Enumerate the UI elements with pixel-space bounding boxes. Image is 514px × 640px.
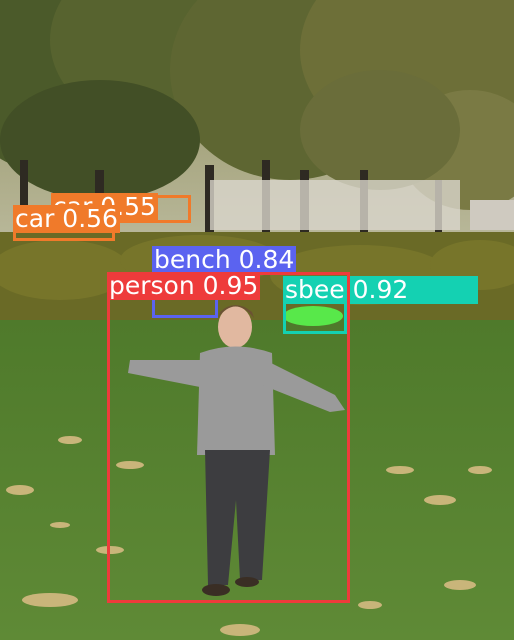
- bench-label: bench 0.84: [152, 245, 297, 274]
- fallen-leaves: [6, 436, 492, 636]
- foliage: [0, 0, 514, 210]
- person-label: person 0.95: [107, 271, 261, 300]
- frisbee-label: frisbee 0.92: [283, 276, 478, 304]
- frisbee-disc: [283, 306, 343, 326]
- child-figure: [128, 305, 345, 596]
- person-bbox: [107, 272, 350, 603]
- car-front-label: car 0.56: [13, 204, 120, 233]
- building-right: [470, 200, 514, 230]
- building: [210, 180, 460, 230]
